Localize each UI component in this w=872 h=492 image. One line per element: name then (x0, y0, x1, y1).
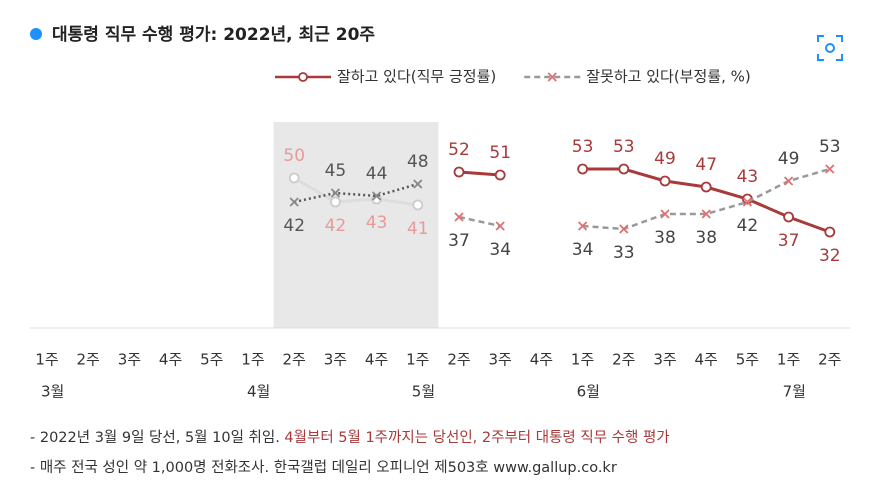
x-tick-label: 1주 (406, 351, 429, 369)
x-tick-label: 3주 (653, 351, 676, 369)
data-label: 34 (572, 240, 594, 260)
data-label: 42 (737, 216, 759, 236)
x-tick-label: 3주 (118, 351, 141, 369)
month-label: 4월 (247, 383, 270, 401)
x-tick-label: 4주 (530, 351, 553, 369)
data-label: 47 (695, 155, 717, 175)
marker (288, 172, 300, 184)
x-tick-label: 5주 (200, 351, 223, 369)
marker (742, 197, 753, 207)
data-label: 42 (283, 216, 305, 236)
title-dot (30, 28, 42, 40)
marker (619, 224, 629, 234)
data-label: 53 (613, 137, 635, 157)
data-label: 43 (737, 167, 759, 187)
marker (495, 221, 505, 231)
data-label: 53 (572, 137, 594, 157)
shade-band (273, 122, 439, 328)
data-label: 41 (407, 219, 429, 239)
marker (329, 196, 341, 208)
data-label: 49 (778, 149, 800, 169)
scan-icon[interactable] (817, 35, 843, 61)
x-tick-label: 4주 (159, 351, 182, 369)
x-tick-label: 2주 (612, 351, 635, 369)
data-label: 37 (448, 231, 470, 251)
legend-label: 잘못하고 있다(부정률, %) (586, 68, 750, 86)
marker (618, 163, 630, 175)
x-tick-label: 2주 (283, 351, 306, 369)
legend-marker (547, 72, 557, 82)
x-tick-label: 4주 (695, 351, 718, 369)
note-text: - 매주 전국 성인 약 1,000명 전화조사. 한국갤럽 데일리 오피니언 … (30, 460, 617, 476)
series-line (458, 170, 501, 177)
marker (700, 181, 712, 193)
data-label: 45 (325, 161, 347, 181)
x-tick-label: 2주 (447, 351, 470, 369)
series-line (293, 176, 419, 207)
month-label: 7월 (783, 383, 806, 401)
data-label: 49 (654, 149, 676, 169)
data-label: 32 (819, 246, 841, 266)
x-tick-label: 5주 (736, 351, 759, 369)
marker (783, 211, 794, 223)
marker (824, 226, 836, 238)
data-label: 34 (489, 240, 511, 260)
marker (454, 212, 464, 222)
note-highlight: 4월부터 5월 1주까지는 당선인, 2주부터 대통령 직무 수행 평가 (284, 430, 670, 446)
chart: 대통령 직무 수행 평가: 2022년, 최근 20주 1주 3월 2주 3주 4주 5주… (30, 24, 850, 401)
data-label: 52 (448, 140, 470, 160)
marker (577, 163, 588, 175)
marker (825, 164, 835, 174)
x-tick-label: 3주 (489, 351, 512, 369)
x-tick-label: 2주 (77, 351, 100, 369)
marker (371, 191, 382, 201)
month-label: 3월 (41, 383, 64, 401)
marker (783, 176, 794, 186)
x-tick-label: 4주 (365, 351, 388, 369)
data-label: 51 (489, 143, 511, 163)
marker (289, 197, 299, 207)
x-tick-label: 1주 (35, 351, 58, 369)
note: - 매주 전국 성인 약 1,000명 전화조사. 한국갤럽 데일리 오피니언 … (30, 456, 617, 477)
x-tick-label: 1주 (571, 351, 594, 369)
marker (660, 209, 670, 219)
marker (412, 199, 424, 211)
month-label: 6월 (577, 383, 600, 401)
marker (330, 188, 341, 198)
series-line (582, 167, 831, 234)
marker (413, 179, 423, 189)
data-label: 38 (695, 228, 717, 248)
data-label: 42 (325, 216, 347, 236)
series-line (458, 215, 501, 228)
series-line (293, 182, 419, 204)
data-label: 53 (819, 137, 841, 157)
x-tick-label: 1주 (241, 351, 264, 369)
data-label: 43 (366, 213, 388, 233)
marker (453, 166, 465, 178)
data-label: 37 (778, 231, 800, 251)
data-label: 38 (654, 228, 676, 248)
data-label: 44 (366, 164, 388, 184)
x-tick-label: 2주 (818, 351, 841, 369)
note-text: - 2022년 3월 9일 당선, 5월 10일 취임. (30, 430, 280, 446)
legend-marker (298, 72, 308, 82)
data-label: 48 (407, 152, 429, 172)
data-label: 50 (283, 146, 305, 166)
x-tick-label: 3주 (324, 351, 347, 369)
marker (659, 175, 671, 187)
chart-title: 대통령 직무 수행 평가: 2022년, 최근 20주 (52, 24, 375, 45)
note: - 2022년 3월 9일 당선, 5월 10일 취임. 4월부터 5월 1주까… (30, 426, 670, 447)
marker (701, 209, 711, 219)
x-tick-label: 1주 (777, 351, 800, 369)
month-label: 5월 (412, 383, 435, 401)
data-label: 33 (613, 243, 635, 263)
marker (577, 221, 588, 231)
legend-label: 잘하고 있다(직무 긍정률) (337, 68, 496, 86)
marker (494, 169, 506, 181)
